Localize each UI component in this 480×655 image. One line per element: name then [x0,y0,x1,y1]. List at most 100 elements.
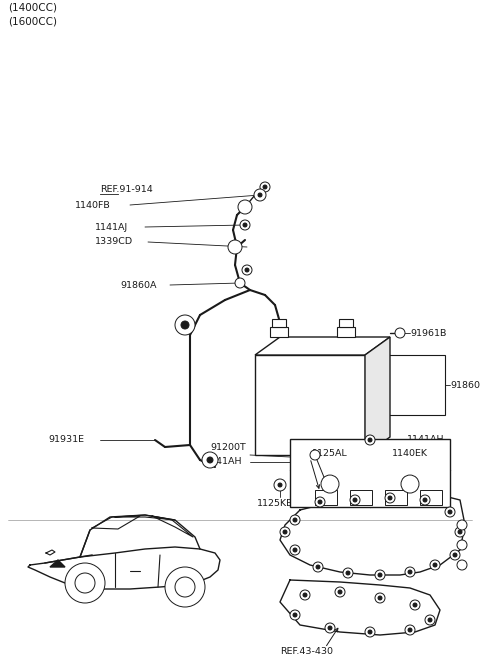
Circle shape [243,223,247,227]
Circle shape [293,613,297,617]
Circle shape [433,563,437,567]
Circle shape [165,567,205,607]
Circle shape [450,550,460,560]
Circle shape [365,627,375,637]
Circle shape [263,185,267,189]
Text: 1141AH: 1141AH [205,457,242,466]
Circle shape [242,265,252,275]
Circle shape [293,518,297,522]
Circle shape [457,540,467,550]
Circle shape [235,278,245,288]
Circle shape [316,565,320,569]
Bar [339,319,353,327]
Circle shape [181,321,189,329]
Circle shape [321,475,339,493]
Circle shape [445,507,455,517]
Circle shape [368,630,372,634]
Circle shape [368,438,372,442]
Circle shape [290,610,300,620]
Polygon shape [255,337,390,355]
Text: 1125KE: 1125KE [257,498,293,508]
Circle shape [410,600,420,610]
Circle shape [455,527,465,537]
Circle shape [283,530,287,534]
Circle shape [315,497,325,507]
Circle shape [448,510,452,514]
Circle shape [293,548,297,552]
Bar [290,439,450,507]
Text: 1141AJ: 1141AJ [95,223,128,231]
Circle shape [325,623,335,633]
Circle shape [413,603,417,607]
Circle shape [401,475,419,493]
Circle shape [278,483,282,487]
Bar [255,355,365,455]
Circle shape [346,571,350,575]
Text: 91860A: 91860A [120,280,156,290]
Circle shape [458,530,462,534]
Bar [337,327,355,337]
Text: 91931E: 91931E [48,436,84,445]
Circle shape [207,457,213,463]
Circle shape [300,590,310,600]
Bar [385,490,407,505]
Circle shape [274,479,286,491]
Circle shape [238,200,252,214]
Polygon shape [50,560,65,567]
Circle shape [388,496,392,500]
Circle shape [375,570,385,580]
Bar [375,355,445,415]
Circle shape [430,560,440,570]
Circle shape [378,573,382,577]
Circle shape [378,596,382,600]
Text: REF.91-914: REF.91-914 [100,185,153,195]
Circle shape [328,626,332,630]
Text: 1339CD: 1339CD [95,238,133,246]
Circle shape [240,220,250,230]
Circle shape [395,328,405,338]
Circle shape [350,495,360,505]
Circle shape [428,618,432,622]
Circle shape [303,593,307,597]
Circle shape [408,628,412,632]
Text: 91961B: 91961B [410,329,446,337]
Circle shape [385,493,395,503]
Text: 1140EK: 1140EK [392,449,428,458]
Circle shape [343,568,353,578]
Text: (1600CC): (1600CC) [8,16,57,26]
Circle shape [65,563,105,603]
Circle shape [254,189,266,201]
Text: 1141AH: 1141AH [407,436,444,445]
Bar [315,490,337,505]
Circle shape [365,435,375,445]
Circle shape [420,495,430,505]
Circle shape [318,500,322,504]
Circle shape [425,615,435,625]
Circle shape [457,560,467,570]
Circle shape [175,315,195,335]
Circle shape [75,573,95,593]
Circle shape [353,498,357,502]
Circle shape [405,625,415,635]
Circle shape [338,590,342,594]
Circle shape [260,182,270,192]
Text: REF.43-430: REF.43-430 [280,648,333,655]
Bar [270,327,288,337]
Circle shape [228,240,242,254]
Circle shape [405,567,415,577]
Text: 91200T: 91200T [210,443,246,453]
Text: (1400CC): (1400CC) [8,2,57,12]
Circle shape [202,452,218,468]
Circle shape [335,587,345,597]
Circle shape [423,498,427,502]
Text: 1140FB: 1140FB [75,200,111,210]
Polygon shape [365,337,390,455]
Circle shape [245,268,249,272]
Bar [420,490,442,505]
Circle shape [310,450,320,460]
Circle shape [313,562,323,572]
Bar [272,319,286,327]
Text: 1125AL: 1125AL [312,449,348,458]
Circle shape [175,577,195,597]
Circle shape [290,515,300,525]
